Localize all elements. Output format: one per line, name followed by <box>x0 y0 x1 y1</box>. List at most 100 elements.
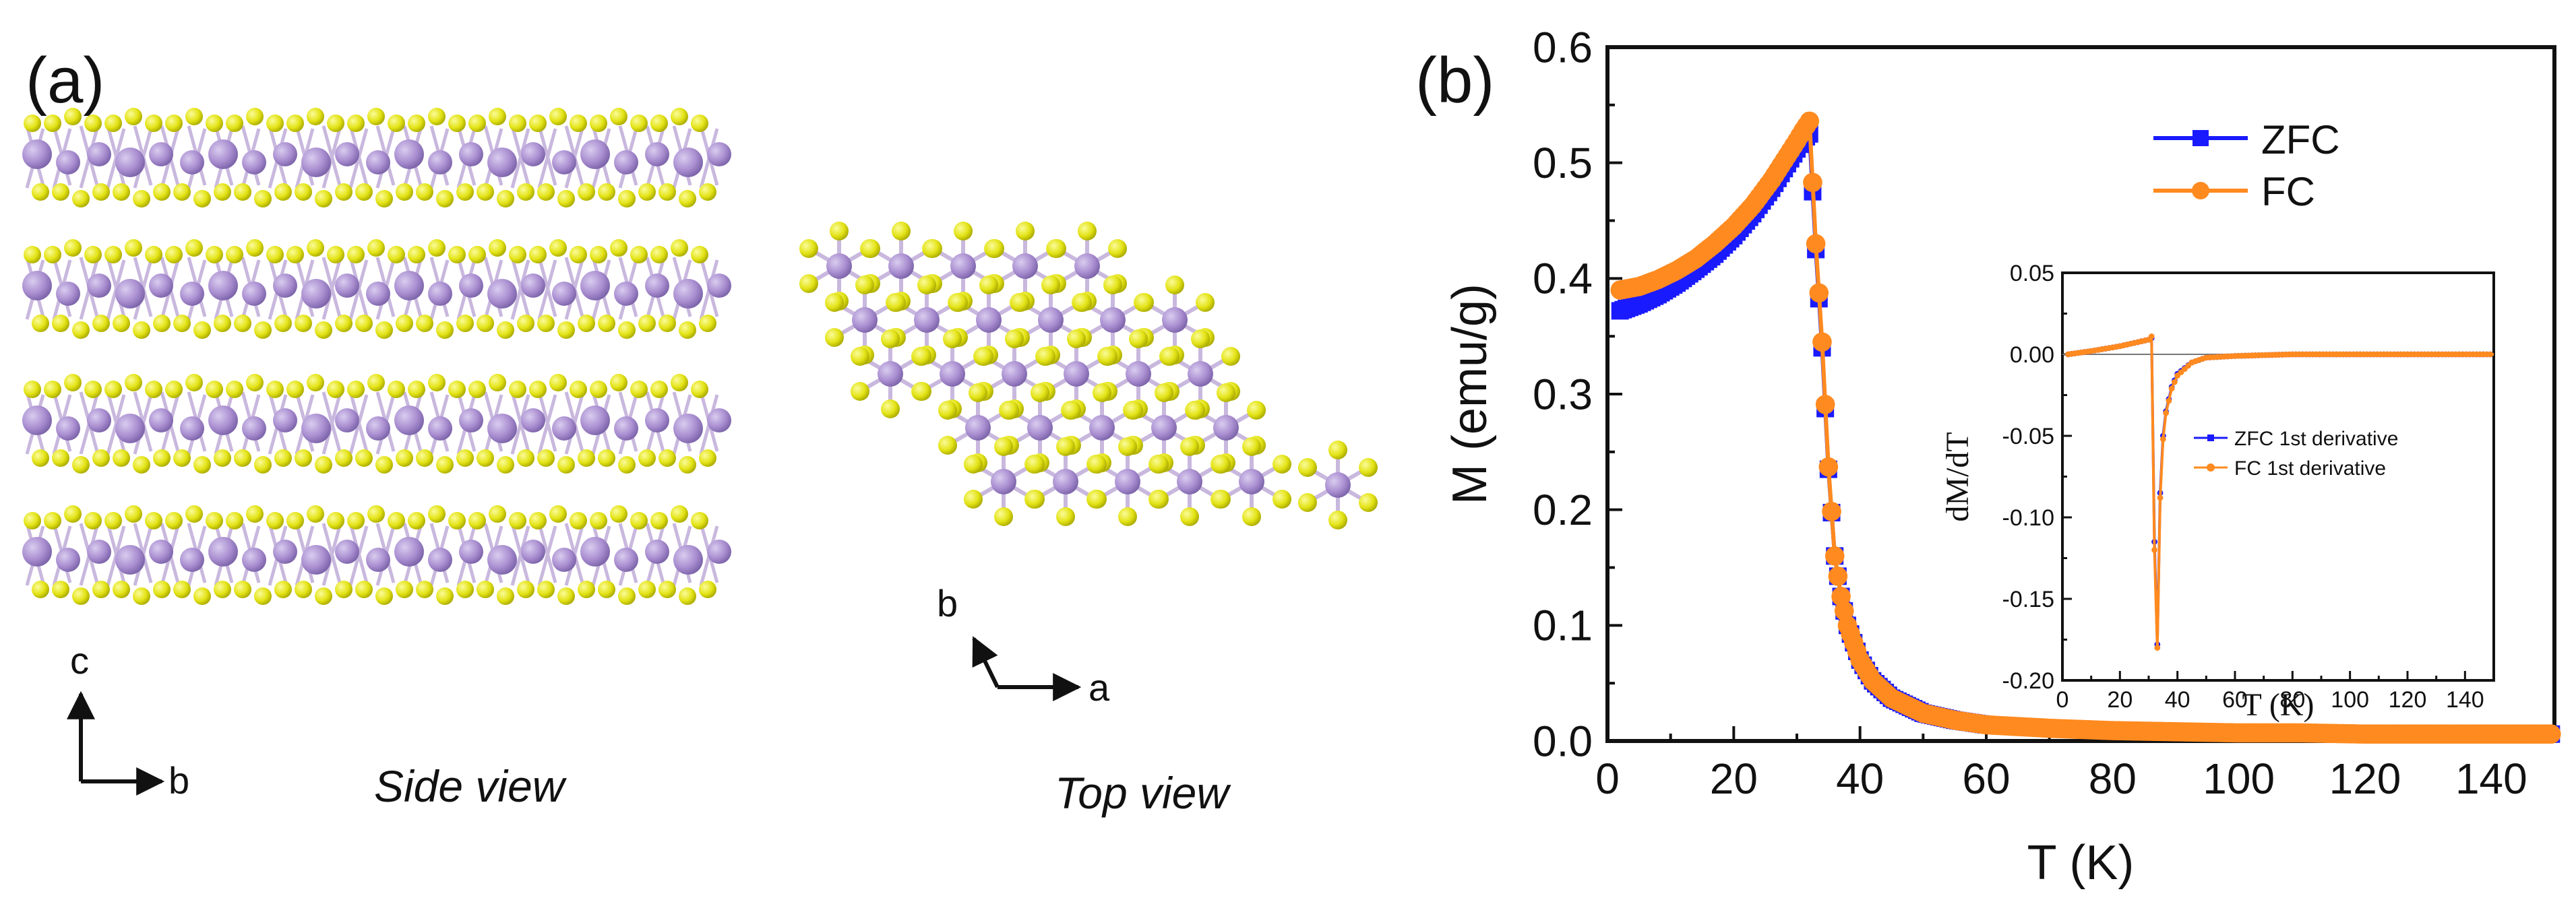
top-axis-up-arrow <box>972 636 1000 688</box>
chalcogen-atom <box>307 374 324 391</box>
chalcogen-atom <box>266 246 284 263</box>
metal-atom <box>273 142 297 166</box>
bond <box>321 394 342 455</box>
metal-atom <box>580 537 610 567</box>
chalcogen-atom <box>214 581 231 598</box>
chalcogen-atom <box>52 183 69 201</box>
chalcogen-atom <box>1067 329 1086 348</box>
chalcogen-atom <box>1165 276 1184 294</box>
chalcogen-atom <box>881 399 900 418</box>
chalcogen-atom <box>246 374 264 391</box>
data-point <box>1831 587 1851 606</box>
chalcogen-atom <box>185 239 203 257</box>
chalcogen-atom <box>456 449 474 467</box>
chalcogen-atom <box>1056 507 1075 526</box>
metal-atom <box>273 540 297 564</box>
metal-atom <box>394 139 424 169</box>
chalcogen-atom <box>974 347 993 366</box>
metal-atom <box>115 279 145 309</box>
metal-atom <box>208 406 238 435</box>
chalcogen-atom <box>537 183 555 201</box>
chalcogen-atom <box>489 505 506 523</box>
chalcogen-atom <box>44 246 61 263</box>
chalcogen-atom <box>943 329 962 348</box>
metal-atom <box>394 406 424 435</box>
chalcogen-atom <box>638 183 656 201</box>
chalcogen-atom <box>286 246 304 263</box>
chalcogen-atom <box>246 505 264 523</box>
chalcogen-atom <box>92 581 110 598</box>
chalcogen-atom <box>468 246 486 263</box>
chalcogen-atom <box>24 115 41 132</box>
chalcogen-atom <box>1359 458 1378 477</box>
chalcogen-atom <box>448 381 466 398</box>
chalcogen-atom <box>408 512 425 529</box>
chalcogen-atom <box>509 115 526 132</box>
chalcogen-atom <box>477 449 494 467</box>
chalcogen-atom <box>1328 441 1347 459</box>
inset-legend-fc-label: FC 1st derivative <box>2234 457 2386 480</box>
metal-atom <box>56 548 80 572</box>
chalcogen-atom <box>388 381 405 398</box>
chalcogen-atom <box>113 183 130 201</box>
metal-atom <box>521 273 545 298</box>
metal-atom <box>673 148 703 177</box>
chalcogen-atom <box>125 108 142 125</box>
chalcogen-atom <box>658 315 676 332</box>
chalcogen-atom <box>994 507 1013 526</box>
chalcogen-atom <box>185 505 203 523</box>
chalcogen-atom <box>994 437 1013 456</box>
chalcogen-atom <box>892 222 911 240</box>
y-tick-label: 0.1 <box>1533 602 1593 650</box>
chalcogen-atom <box>254 587 272 605</box>
chalcogen-atom <box>1108 239 1128 258</box>
chalcogen-atom <box>630 246 648 263</box>
chalcogen-atom <box>477 183 494 201</box>
chalcogen-atom <box>691 115 708 132</box>
chalcogen-atom <box>610 505 627 523</box>
chalcogen-atom <box>145 512 162 529</box>
metal-atom <box>614 548 638 572</box>
chalcogen-atom <box>274 315 292 332</box>
bond <box>321 128 342 189</box>
metal-atom <box>645 540 669 564</box>
chalcogen-atom <box>1031 383 1049 402</box>
bond <box>510 259 530 320</box>
bond <box>537 128 557 189</box>
chalcogen-atom <box>226 512 243 529</box>
bond <box>348 525 369 586</box>
chalcogen-atom <box>133 190 150 207</box>
chalcogen-atom <box>133 587 150 605</box>
chalcogen-atom <box>699 183 716 201</box>
legend-zfc-label: ZFC <box>2261 117 2340 162</box>
chalcogen-atom <box>1036 347 1055 366</box>
metal-atom <box>914 307 940 333</box>
x-tick-label: 120 <box>2389 687 2427 713</box>
chalcogen-atom <box>173 183 191 201</box>
metal-atom <box>273 273 297 298</box>
chalcogen-atom <box>850 382 869 401</box>
chalcogen-atom <box>578 315 595 332</box>
chalcogen-atom <box>517 449 534 467</box>
chalcogen-atom <box>549 505 567 523</box>
metal-atom <box>673 279 703 309</box>
chalcogen-atom <box>1180 507 1199 526</box>
metal-atom <box>976 307 1002 333</box>
chalcogen-atom <box>254 321 272 339</box>
metal-atom <box>487 414 517 443</box>
chalcogen-atom <box>650 381 668 398</box>
chalcogen-atom <box>234 449 251 467</box>
metal-atom <box>552 150 576 174</box>
metal-atom <box>301 148 331 177</box>
metal-atom <box>1089 415 1115 441</box>
chalcogen-atom <box>1180 437 1199 456</box>
chalcogen-atom <box>84 512 102 529</box>
chalcogen-atom <box>315 456 332 474</box>
metal-atom <box>428 416 452 441</box>
x-tick-label: 60 <box>1962 754 2010 803</box>
metal-atom <box>580 139 610 169</box>
chalcogen-atom <box>72 587 90 605</box>
metal-atom <box>521 540 545 564</box>
data-point <box>1822 501 1841 521</box>
metal-atom <box>1188 361 1213 387</box>
